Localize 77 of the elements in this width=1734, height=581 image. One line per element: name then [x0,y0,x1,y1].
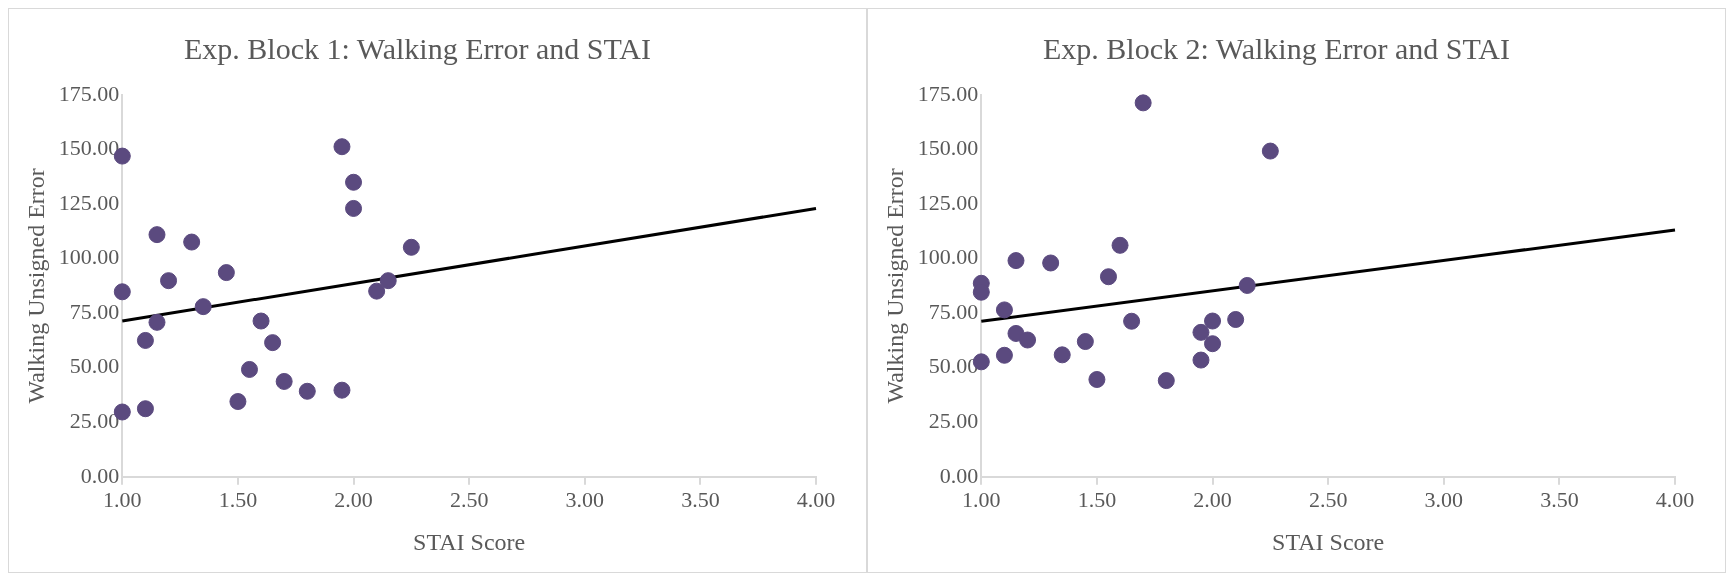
x-tick-label: 1.50 [1077,486,1117,512]
point [1227,311,1245,328]
chart-title: Exp. Block 2: Walking Error and STAI [1042,31,1511,65]
point [333,381,351,399]
y-tick-label: 0.00 [939,462,979,488]
point [1204,335,1222,353]
y-tick-label: 50.00 [69,353,120,379]
point [1099,268,1117,286]
y-tick-label: 100.00 [58,244,120,270]
point [1053,346,1071,364]
point [345,173,363,191]
point [1123,312,1141,330]
point [183,233,201,251]
point [240,360,258,378]
x-tick-label: 3.00 [1424,486,1464,512]
x-tick-label: 4.00 [796,486,836,512]
x-axis-title: STAI Score [413,528,526,555]
point [1238,276,1256,294]
x-tick-label: 3.00 [565,486,605,512]
point [995,301,1013,319]
x-tick-label: 2.50 [1308,486,1348,512]
point [1261,142,1279,160]
x-tick-label: 3.50 [1540,486,1579,512]
y-tick-label: 75.00 [69,298,120,324]
point [264,334,282,352]
point [345,199,363,217]
y-tick-label: 25.00 [69,408,120,434]
y-tick-label: 175.00 [917,80,979,106]
point [298,382,316,400]
point [252,312,270,330]
point [136,331,154,349]
point [1204,312,1222,330]
point [1007,252,1025,270]
chart-title: Exp. Block 1: Walking Error and STAI [183,31,652,65]
y-tick-label: 150.00 [58,135,120,161]
point [1111,236,1129,254]
y-tick-label: 100.00 [917,244,979,270]
point [1192,323,1210,341]
point [1042,254,1060,272]
point [217,264,235,282]
y-tick-label: 75.00 [928,298,979,324]
x-axis-title: STAI Score [1272,528,1385,555]
y-tick-label: 25.00 [928,408,979,434]
point [379,272,397,290]
point [1019,331,1037,349]
point [1088,371,1106,388]
point [402,238,420,256]
point [1134,94,1152,112]
point [333,138,351,156]
point [1157,372,1175,390]
x-tick-label: 3.50 [681,486,720,512]
point [275,372,293,390]
y-tick-label: 150.00 [917,135,979,161]
point [194,298,212,316]
point [113,283,131,301]
x-tick-label: 2.00 [1193,486,1232,512]
point [368,282,386,300]
y-axis-title: Walking Unsigned Error [881,168,908,404]
point [229,393,247,411]
x-tick-label: 1.00 [962,486,1001,512]
x-tick-label: 2.00 [334,486,373,512]
x-tick-label: 1.00 [103,486,142,512]
point [148,313,166,331]
x-tick-label: 4.00 [1655,486,1695,512]
y-tick-label: 0.00 [80,462,120,488]
x-tick-label: 1.50 [218,486,258,512]
y-tick-label: 125.00 [917,189,979,215]
y-tick-label: 175.00 [58,80,120,106]
point [995,346,1013,364]
y-tick-label: 125.00 [58,189,120,215]
point [1076,333,1094,351]
point [136,400,154,418]
y-axis-title: Walking Unsigned Error [22,168,49,404]
point [148,226,166,244]
x-tick-label: 2.50 [449,486,489,512]
point [160,272,178,290]
point [1192,351,1210,369]
